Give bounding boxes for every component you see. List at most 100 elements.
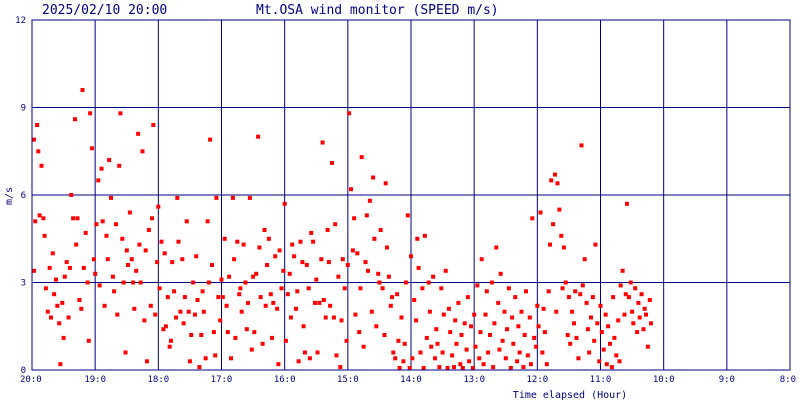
data-point (399, 315, 404, 320)
data-point (205, 219, 210, 224)
data-point (363, 260, 368, 265)
data-point (99, 166, 104, 171)
data-point (208, 137, 213, 142)
data-point (604, 362, 609, 367)
data-point (364, 213, 369, 218)
data-point (559, 233, 564, 238)
data-point (609, 365, 614, 370)
data-point (206, 280, 211, 285)
data-point (247, 195, 252, 200)
data-point (393, 356, 398, 361)
data-point (372, 236, 377, 241)
data-point (505, 327, 509, 332)
data-point (138, 280, 143, 285)
data-point (488, 333, 492, 337)
data-point (458, 362, 463, 367)
data-point (114, 222, 118, 227)
data-point (102, 303, 107, 308)
data-point (300, 260, 305, 265)
x-tick-label: 14:0 (400, 375, 422, 385)
data-point (366, 268, 370, 273)
data-point (266, 236, 271, 241)
data-point (54, 277, 58, 282)
data-point (178, 309, 183, 314)
data-point (313, 300, 317, 305)
data-point (620, 268, 625, 273)
data-point (503, 356, 508, 361)
data-point (645, 344, 650, 349)
x-tick-label: 9:0 (719, 375, 735, 385)
data-point (498, 271, 503, 276)
data-point (257, 245, 262, 250)
data-point (275, 306, 280, 311)
data-point (57, 321, 62, 326)
data-point (294, 306, 298, 311)
data-point (635, 330, 640, 335)
data-point (616, 318, 621, 323)
data-point (35, 123, 40, 127)
data-point (307, 356, 312, 361)
data-point (409, 254, 413, 259)
data-point (367, 198, 372, 203)
data-point (45, 309, 50, 314)
data-point (74, 242, 79, 247)
data-point (464, 347, 469, 352)
data-point (295, 289, 300, 294)
y-tick-label: 0 (21, 366, 26, 376)
data-point (328, 303, 333, 308)
x-tick-label: 13:0 (463, 375, 485, 385)
data-point (443, 268, 448, 273)
data-point (73, 117, 77, 122)
data-point (199, 333, 204, 337)
data-point (477, 356, 482, 361)
data-point (578, 292, 583, 297)
data-point (301, 324, 306, 329)
x-tick-label: 10:0 (653, 375, 675, 385)
data-point (510, 315, 515, 320)
data-point (359, 155, 364, 160)
data-point (349, 187, 353, 192)
data-point (391, 350, 396, 355)
data-point (97, 283, 102, 288)
data-point (333, 222, 338, 227)
data-point (311, 239, 316, 244)
data-point (574, 335, 579, 340)
data-point (383, 181, 388, 186)
data-point (169, 338, 173, 343)
data-point (395, 292, 400, 297)
data-point (281, 268, 286, 273)
data-point (553, 172, 557, 177)
data-point (189, 333, 194, 337)
data-point (136, 131, 141, 136)
data-point (64, 260, 69, 265)
data-point (589, 315, 593, 320)
y-tick-label: 12 (15, 16, 26, 26)
data-point (647, 298, 652, 302)
data-point (489, 280, 494, 285)
data-point (47, 265, 52, 270)
data-point (201, 309, 206, 314)
x-tick-label: 15:0 (337, 375, 359, 385)
data-point (254, 271, 259, 276)
data-point (644, 312, 648, 317)
data-point (336, 274, 341, 279)
data-point (273, 254, 278, 259)
data-point (230, 195, 235, 200)
data-point (55, 303, 60, 308)
data-point (532, 335, 537, 340)
data-point (475, 283, 480, 288)
data-point (137, 242, 142, 247)
data-point (271, 300, 276, 305)
data-point (290, 242, 295, 247)
data-point (155, 260, 160, 265)
data-point (320, 140, 325, 145)
data-point (345, 263, 350, 267)
data-point (565, 333, 570, 337)
data-point (465, 295, 470, 300)
data-point (371, 175, 376, 180)
data-point (112, 289, 117, 294)
data-point (515, 359, 520, 364)
data-point (521, 365, 526, 370)
data-point (582, 257, 587, 262)
y-tick-label: 3 (21, 279, 26, 289)
